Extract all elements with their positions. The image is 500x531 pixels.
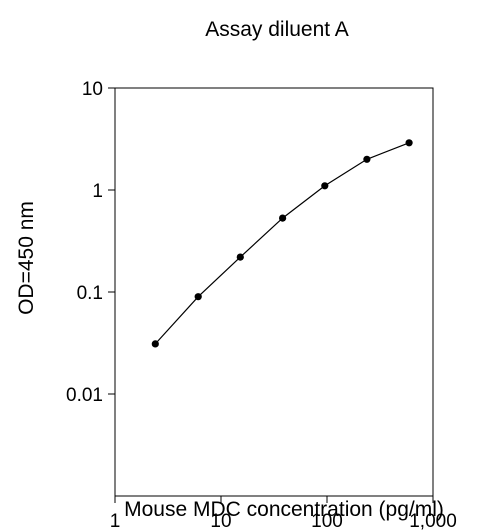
data-point [405, 139, 413, 147]
series-line [154, 142, 410, 345]
x-axis-ticks: 1 10 100 1,000 [110, 496, 457, 531]
data-point [151, 340, 159, 348]
data-point [236, 253, 244, 261]
chart-title: Assay diluent A [205, 18, 349, 41]
y-tick-label: 10 [82, 79, 103, 100]
plot-frame [114, 87, 434, 497]
x-tick-label: 1 [110, 511, 121, 531]
data-point [194, 293, 202, 301]
y-tick-label: 0.1 [77, 283, 103, 304]
data-point [321, 182, 329, 190]
y-tick-label: 1 [92, 181, 103, 202]
data-point [363, 155, 371, 163]
y-axis-label: OD=450 nm [15, 201, 38, 315]
series-layer [151, 139, 413, 348]
x-tick-label: 10 [210, 511, 231, 531]
x-tick-label: 1,000 [409, 511, 457, 531]
y-tick-label: 0.01 [66, 385, 103, 406]
y-axis-ticks: 10 1 0.1 0.01 [66, 79, 115, 406]
data-point [279, 214, 287, 222]
x-tick-label: 100 [311, 511, 343, 531]
x-axis-label: Mouse MDC concentration (pg/ml) [124, 498, 444, 521]
